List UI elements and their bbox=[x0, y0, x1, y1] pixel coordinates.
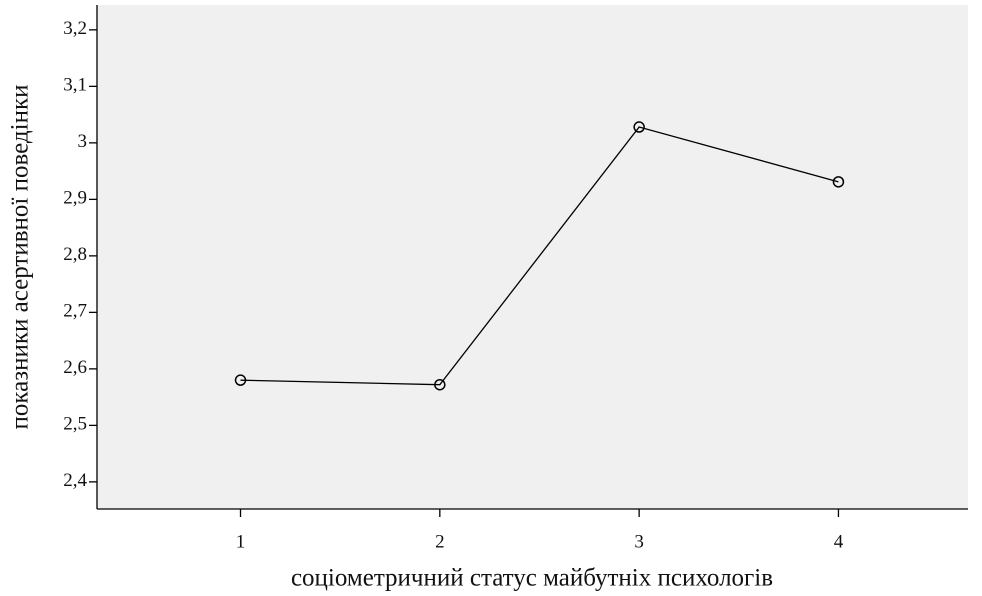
y-tick-label: 2,8 bbox=[63, 244, 87, 265]
plot-area bbox=[97, 5, 968, 509]
x-tick-label: 2 bbox=[435, 531, 445, 552]
y-tick-label: 2,9 bbox=[63, 188, 87, 209]
y-tick-label: 3,1 bbox=[63, 75, 87, 96]
x-axis-title: соціометричний статус майбутніх психолог… bbox=[291, 565, 773, 592]
point bbox=[434, 378, 446, 391]
x-tick-label: 4 bbox=[834, 531, 844, 552]
y-tick-label: 2,7 bbox=[63, 301, 87, 322]
y-axis-title: показники асертивної поведінки bbox=[7, 85, 34, 430]
x-tick-label: 1 bbox=[236, 531, 246, 552]
y-tick-label: 3 bbox=[78, 131, 88, 152]
point bbox=[633, 121, 645, 133]
point bbox=[234, 374, 247, 386]
x-tick-label: 3 bbox=[634, 531, 644, 552]
y-tick-label: 2,6 bbox=[63, 357, 87, 378]
y-tick-label: 3,2 bbox=[63, 18, 87, 39]
y-tick-label: 2,5 bbox=[63, 414, 87, 435]
line bbox=[240, 126, 839, 386]
point bbox=[832, 176, 845, 188]
y-tick-label: 2,4 bbox=[63, 470, 87, 491]
